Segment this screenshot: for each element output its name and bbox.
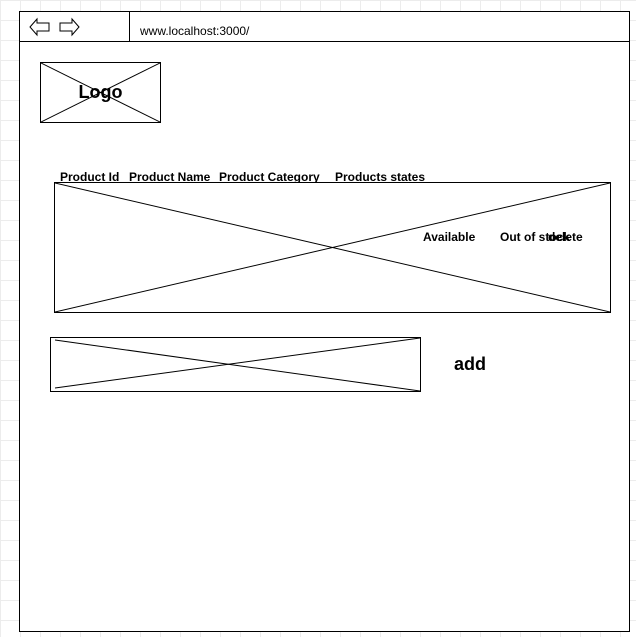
out-of-stock-action[interactable]: Out of stock: [500, 230, 571, 244]
logo-image-cross: [41, 63, 160, 122]
table-image-cross: [55, 183, 610, 312]
forward-arrow-icon[interactable]: [58, 16, 80, 38]
input-image-cross: [54, 338, 420, 391]
column-header-product-id: Product Id: [60, 170, 120, 184]
logo-text: Logo: [78, 82, 123, 102]
add-button[interactable]: add: [454, 354, 487, 374]
delete-action[interactable]: delete: [548, 230, 583, 244]
column-header-product-category: Product Category: [219, 170, 320, 184]
column-header-products-states: Products states: [335, 170, 426, 184]
navigation-buttons: [20, 12, 130, 41]
column-header-product-name: Product Name: [129, 170, 211, 184]
product-table-placeholder: [54, 182, 611, 313]
browser-window: www.localhost:3000/ Logo Product Id Prod…: [19, 11, 630, 632]
back-arrow-icon[interactable]: [29, 16, 51, 38]
available-action[interactable]: Available: [423, 230, 476, 244]
browser-toolbar: www.localhost:3000/: [20, 12, 629, 42]
add-product-input-placeholder[interactable]: [50, 337, 421, 392]
logo-placeholder: Logo: [40, 62, 161, 123]
address-bar[interactable]: www.localhost:3000/: [140, 24, 250, 38]
